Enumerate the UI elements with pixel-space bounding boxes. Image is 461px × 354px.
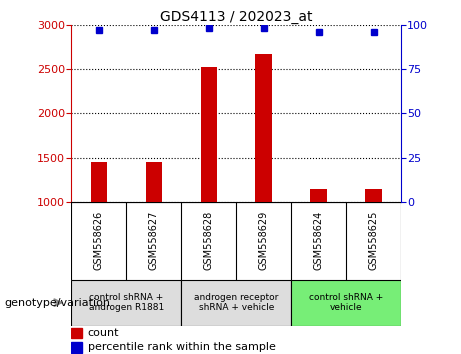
Bar xyxy=(146,162,162,202)
Bar xyxy=(71,328,82,338)
Bar xyxy=(201,67,217,202)
Text: androgen receptor
shRNA + vehicle: androgen receptor shRNA + vehicle xyxy=(194,293,278,312)
Text: percentile rank within the sample: percentile rank within the sample xyxy=(88,342,276,352)
Bar xyxy=(71,342,82,353)
Text: control shRNA +
vehicle: control shRNA + vehicle xyxy=(309,293,383,312)
Bar xyxy=(91,162,107,202)
Text: count: count xyxy=(88,328,119,338)
Text: GSM558626: GSM558626 xyxy=(94,211,104,270)
Bar xyxy=(310,188,327,202)
Text: GSM558629: GSM558629 xyxy=(259,211,269,270)
Text: GSM558627: GSM558627 xyxy=(149,211,159,270)
Title: GDS4113 / 202023_at: GDS4113 / 202023_at xyxy=(160,10,313,24)
Bar xyxy=(366,189,382,202)
Text: GSM558625: GSM558625 xyxy=(369,211,378,270)
Bar xyxy=(255,54,272,202)
Text: GSM558624: GSM558624 xyxy=(313,211,324,270)
Text: control shRNA +
androgen R1881: control shRNA + androgen R1881 xyxy=(89,293,164,312)
Bar xyxy=(181,280,291,326)
Text: genotype/variation: genotype/variation xyxy=(5,298,111,308)
Text: GSM558628: GSM558628 xyxy=(204,211,214,270)
Bar xyxy=(291,280,401,326)
Bar xyxy=(71,280,181,326)
